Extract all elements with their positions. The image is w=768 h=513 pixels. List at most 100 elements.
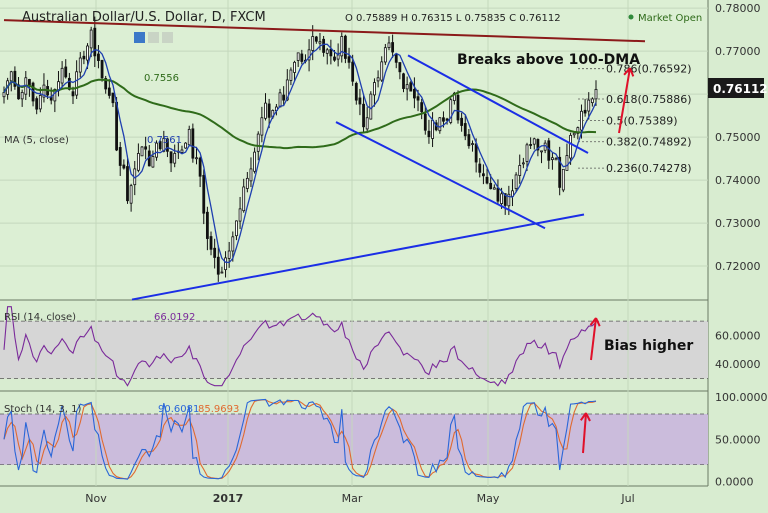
candle-body [525, 144, 529, 162]
candle-body [442, 117, 445, 122]
candle-body [492, 187, 496, 190]
candle-body [431, 119, 434, 139]
candle-body [282, 94, 286, 101]
candle-body [314, 36, 318, 42]
candle-body [376, 77, 380, 82]
candle-body [485, 176, 489, 184]
bias-annotation: Bias higher [604, 338, 693, 354]
candle-body [169, 151, 173, 164]
price-tick-label: 0.75000 [715, 131, 761, 144]
candle-body [129, 185, 133, 204]
candle-body [336, 54, 340, 60]
candle-body [231, 236, 235, 252]
candle-body [594, 88, 598, 100]
candle-body [71, 91, 75, 97]
candle-body [107, 87, 111, 96]
axes: Nov2017MarMayJul0.780000.770000.760000.7… [85, 2, 767, 505]
candle-body [38, 95, 42, 110]
candle-body [532, 138, 536, 145]
candle-body [60, 67, 64, 84]
candle-body [373, 82, 376, 96]
candle-body [474, 143, 478, 163]
channel-upper-trendline [407, 54, 589, 154]
candle-body [104, 78, 108, 90]
candle-body [187, 128, 191, 146]
candle-body [329, 48, 333, 57]
stoch-bias-arrow-icon-head [579, 412, 591, 422]
close-icon[interactable] [162, 32, 173, 43]
ma5-value: 0.7561 [147, 135, 182, 146]
candle-body [67, 77, 71, 90]
candle-body [75, 71, 79, 96]
market-status-dot-icon [628, 14, 634, 20]
candle-body [362, 103, 365, 128]
candle-body [500, 193, 503, 204]
candle-body [561, 168, 565, 191]
resistance-trendline [3, 19, 646, 43]
candle-body [13, 70, 17, 87]
candle-body [416, 96, 420, 101]
candle-body [438, 117, 442, 132]
candle-body [245, 177, 249, 189]
candle-body [64, 66, 68, 78]
rsi-band [0, 321, 708, 379]
candle-body [413, 88, 416, 99]
rsi-label: RSI (14, close) [4, 312, 76, 323]
settings-icon[interactable] [134, 32, 145, 43]
candle-body [35, 98, 39, 110]
candle-body [86, 45, 89, 61]
candle-body [184, 142, 187, 149]
candle-body [576, 127, 580, 134]
x-tick-label: Jul [620, 492, 634, 505]
candle-body [249, 168, 253, 182]
candle-body [126, 166, 129, 202]
candle-body [456, 94, 460, 121]
x-tick-label: Nov [85, 492, 107, 505]
stoch-label: Stoch (14, 3, 1) [4, 404, 81, 415]
indicator-toolbar[interactable] [134, 32, 173, 43]
rsi-bias-arrow-icon [590, 317, 597, 361]
stoch-tick-label: 50.0000 [715, 433, 761, 446]
candle-body [195, 157, 198, 160]
stoch-tick-label: 100.0000 [715, 391, 768, 404]
candle-body [2, 91, 6, 98]
candle-body [482, 173, 485, 177]
candle-body [224, 257, 227, 271]
candle-body [300, 53, 304, 62]
support-trendline [131, 213, 585, 301]
candle-body [78, 57, 82, 73]
price-panel [0, 0, 708, 300]
fib-level-label: 0.382(0.74892) [606, 136, 692, 149]
rsi-tick-label: 40.0000 [715, 358, 761, 371]
candle-body [569, 134, 572, 159]
rsi-value: 66.0192 [154, 312, 195, 323]
candle-body [311, 36, 315, 51]
candle-body [558, 156, 562, 188]
market-status: Market Open [638, 13, 702, 24]
candle-body [463, 123, 467, 137]
ma100-line [3, 78, 597, 150]
candle-body [151, 156, 155, 168]
stoch-tick-label: 0.0000 [715, 476, 754, 489]
channel-lower-trendline [335, 121, 546, 230]
add-icon[interactable] [148, 32, 159, 43]
candle-body [158, 141, 162, 150]
price-tick-label: 0.78000 [715, 2, 761, 15]
candle-body [420, 102, 424, 113]
candle-body [180, 149, 184, 153]
candle-body [191, 128, 195, 159]
candle-body [100, 59, 104, 79]
candle-body [318, 41, 322, 44]
ma5-line [3, 43, 597, 264]
x-tick-label: May [477, 492, 500, 505]
overlays: 0.786(0.76592)0.618(0.75886)0.5(0.75389)… [3, 19, 692, 480]
candle-body [227, 250, 231, 259]
candle-body [93, 27, 97, 57]
last-price-label: 0.76112 [713, 82, 768, 96]
candle-body [536, 139, 540, 151]
fib-level-label: 0.236(0.74278) [606, 162, 692, 175]
stoch-d-value: 85.9693 [198, 404, 239, 415]
rsi-bias-arrow-icon-head [589, 317, 601, 327]
